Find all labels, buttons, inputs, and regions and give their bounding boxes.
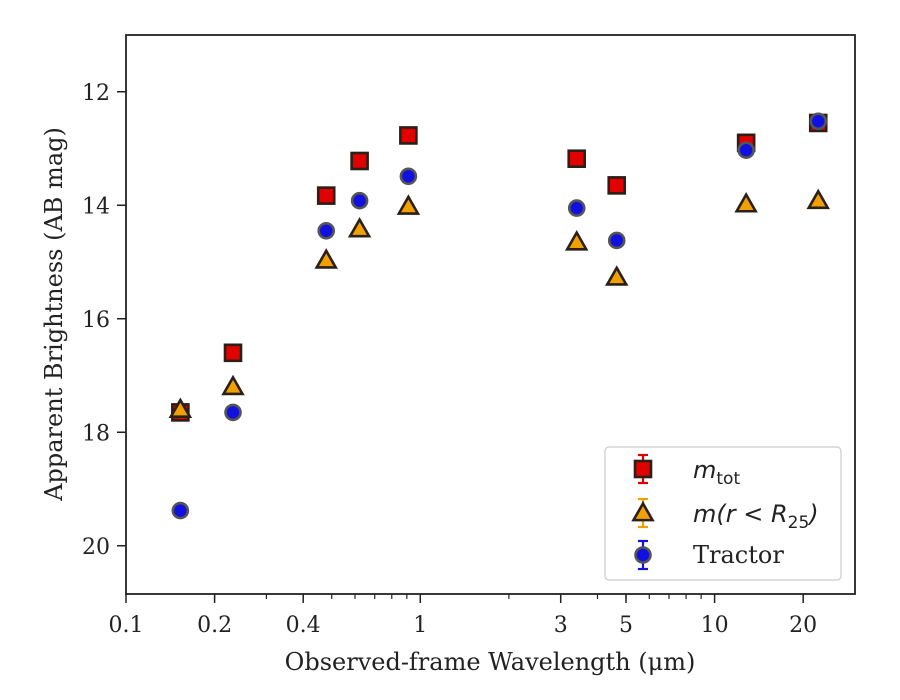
point-mr25 — [734, 191, 758, 213]
point-tractor — [171, 501, 190, 520]
y-tick-label: 18 — [82, 421, 110, 446]
legend-markers — [631, 453, 655, 571]
point-tractor — [809, 112, 828, 131]
y-tick-label: 14 — [82, 194, 110, 219]
point-mtot — [223, 343, 243, 363]
y-tick-label: 16 — [82, 308, 110, 333]
point-tractor — [567, 199, 586, 217]
point-mtot — [316, 186, 336, 205]
legend: mtot m(r < R25) Tractor — [604, 446, 842, 581]
point-tractor — [350, 191, 369, 210]
legend-frame — [604, 446, 842, 581]
point-mtot — [350, 151, 369, 171]
x-tick-label: 0.2 — [197, 613, 232, 638]
point-tractor — [737, 141, 755, 160]
legend-glyph-mtot — [633, 459, 653, 479]
x-tick-label: 1 — [413, 613, 427, 638]
point-mr25 — [168, 397, 193, 418]
plot-frame — [125, 34, 856, 595]
legend-marker-mtot — [633, 453, 653, 485]
y-axis-title: Apparent Brightness (AB mag) — [40, 127, 68, 502]
point-tractor — [399, 167, 418, 186]
point-tractor — [317, 221, 336, 240]
data-marks — [168, 112, 830, 520]
legend-label-mtot: mtot — [693, 456, 740, 489]
legend-marker-mr25 — [631, 497, 655, 529]
legend-label-tractor: Tractor — [693, 541, 784, 569]
point-mr25 — [604, 265, 629, 286]
x-tick-label: 10 — [701, 613, 729, 638]
legend-glyph-mr25 — [631, 500, 655, 522]
point-mr25 — [314, 248, 338, 269]
point-mtot — [607, 176, 627, 195]
x-tick-label: 0.1 — [109, 613, 144, 638]
x-tick-label: 5 — [619, 613, 633, 638]
series-tractor — [171, 112, 828, 520]
x-axis-title: Observed-frame Wavelength (μm) — [285, 648, 696, 676]
point-mr25 — [806, 188, 830, 210]
x-tick-label: 3 — [554, 613, 568, 638]
x-tick-label: 0.4 — [286, 613, 321, 638]
y-tick-label: 20 — [82, 535, 110, 560]
point-mr25 — [221, 374, 245, 396]
legend-label-mr25: m(r < R25) — [693, 500, 819, 533]
legend-glyph-tractor — [634, 546, 652, 564]
ticks: 0.1 0.2 0.4 1 3 5 10 20 12 14 16 18 20 — [82, 81, 817, 638]
legend-marker-tractor — [634, 539, 652, 571]
point-tractor — [607, 231, 626, 250]
x-tick-label: 20 — [789, 613, 817, 638]
point-mtot — [567, 149, 587, 169]
point-mtot — [399, 126, 418, 145]
y-tick-label: 12 — [82, 81, 110, 106]
point-mr25 — [347, 216, 372, 238]
point-mr25 — [396, 194, 421, 215]
series-mr25 — [168, 188, 830, 418]
point-tractor — [224, 403, 242, 422]
point-mr25 — [564, 230, 589, 251]
